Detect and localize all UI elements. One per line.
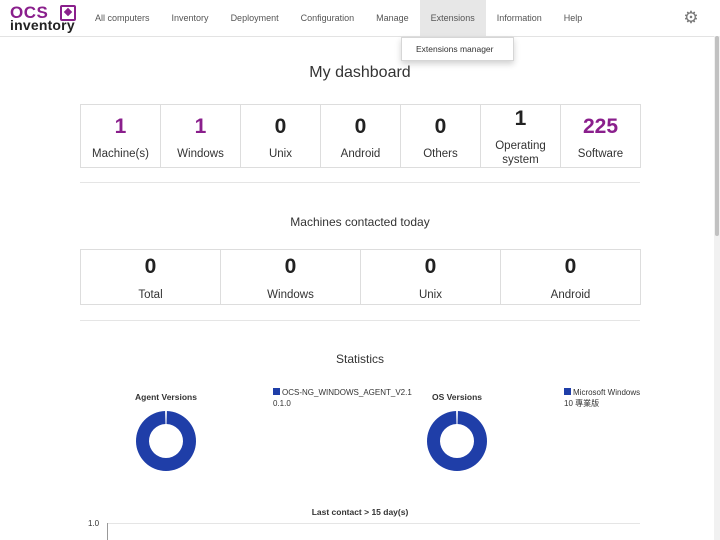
dashboard-tiles: 1 Machine(s) 1 Windows 0 Unix 0 Android … bbox=[80, 104, 641, 168]
tile-value: 0 bbox=[144, 255, 157, 278]
tile-value: 225 bbox=[582, 115, 619, 138]
os-versions-legend[interactable]: Microsoft Windows 10 專業版 bbox=[564, 387, 644, 409]
tile-label: Others bbox=[423, 148, 458, 160]
tile-total: 0 Total bbox=[81, 250, 221, 305]
tile-value: 0 bbox=[274, 115, 287, 138]
logo-text-ocs: OCS bbox=[10, 3, 49, 22]
statistics-title: Statistics bbox=[335, 352, 384, 366]
logo-box-icon bbox=[60, 5, 76, 21]
tile-value: 0 bbox=[424, 255, 437, 278]
tile-others: 0 Others bbox=[401, 105, 481, 168]
tile-value: 0 bbox=[564, 255, 577, 278]
nav-configuration[interactable]: Configuration bbox=[300, 13, 355, 23]
legend-label: Microsoft Windows 10 專業版 bbox=[564, 388, 641, 408]
nav-manage[interactable]: Manage bbox=[376, 13, 409, 23]
nav-deployment[interactable]: Deployment bbox=[230, 13, 279, 23]
tile-value: 1 bbox=[514, 107, 527, 130]
y-axis-line bbox=[107, 523, 108, 540]
tile-value: 1 bbox=[114, 115, 127, 138]
contacted-tiles: 0 Total 0 Windows 0 Unix 0 Android bbox=[80, 249, 641, 305]
tile-label: Machine(s) bbox=[92, 148, 149, 160]
dashboard-title: My dashboard bbox=[309, 64, 411, 81]
section-divider bbox=[80, 182, 640, 183]
tile-unix: 0 Unix bbox=[241, 105, 321, 168]
tile-value: 1 bbox=[194, 115, 207, 138]
agent-versions-legend[interactable]: OCS-NG_WINDOWS_AGENT_V2.10.1.0 bbox=[273, 387, 413, 409]
tile-value: 0 bbox=[284, 255, 297, 278]
donut-slice[interactable] bbox=[135, 411, 197, 471]
extensions-dropdown: Extensions manager bbox=[401, 37, 514, 61]
nav-information[interactable]: Information bbox=[496, 13, 542, 23]
tile-label: Android bbox=[550, 289, 591, 301]
section-divider bbox=[80, 320, 640, 321]
tile-contacted-windows: 0 Windows bbox=[221, 250, 361, 305]
page-scrollbar[interactable] bbox=[714, 36, 720, 540]
tile-label: Android bbox=[340, 148, 381, 160]
last-contact-chart-title: Last contact > 15 day(s) bbox=[311, 507, 409, 517]
contacted-title: Machines contacted today bbox=[290, 215, 430, 229]
nav-help[interactable]: Help bbox=[563, 13, 583, 23]
nav-all-computers[interactable]: All computers bbox=[95, 13, 150, 23]
tile-label: Total bbox=[138, 289, 163, 301]
scrollbar-thumb[interactable] bbox=[715, 36, 719, 236]
legend-swatch bbox=[273, 388, 280, 395]
donut-slice[interactable] bbox=[426, 411, 488, 471]
tile-label: Windows bbox=[177, 148, 224, 160]
gear-icon[interactable]: ⚙ bbox=[683, 8, 699, 27]
tile-software[interactable]: 225 Software bbox=[561, 105, 641, 168]
legend-swatch bbox=[564, 388, 571, 395]
y-axis-tick-label: 1.0 bbox=[88, 519, 100, 528]
logo-text-inventory: inventory bbox=[10, 17, 75, 33]
tile-label: Windows bbox=[267, 289, 314, 301]
tile-label: Software bbox=[577, 148, 624, 160]
chart-gridline bbox=[107, 523, 640, 524]
tile-machines[interactable]: 1 Machine(s) bbox=[81, 105, 161, 168]
tile-contacted-android: 0 Android bbox=[501, 250, 641, 305]
tile-label: Operating system bbox=[495, 140, 546, 166]
tile-android: 0 Android bbox=[321, 105, 401, 168]
tile-operating-system: 1 Operating system bbox=[481, 105, 561, 168]
tile-windows[interactable]: 1 Windows bbox=[161, 105, 241, 168]
nav-extensions[interactable]: Extensions bbox=[419, 0, 486, 36]
tile-value: 0 bbox=[354, 115, 367, 138]
ocs-inventory-logo[interactable]: OCS inventory bbox=[8, 3, 78, 33]
nav-menu: All computers Inventory Deployment Confi… bbox=[84, 0, 593, 36]
top-navbar: OCS inventory All computers Inventory De… bbox=[0, 0, 720, 37]
tile-label: Unix bbox=[268, 148, 292, 160]
tile-value: 0 bbox=[434, 115, 447, 138]
dropdown-item-extensions-manager[interactable]: Extensions manager bbox=[416, 44, 494, 54]
legend-label: OCS-NG_WINDOWS_AGENT_V2.10.1.0 bbox=[273, 388, 412, 408]
tile-label: Unix bbox=[418, 289, 442, 301]
nav-inventory[interactable]: Inventory bbox=[171, 13, 209, 23]
os-versions-donut[interactable] bbox=[425, 409, 489, 473]
os-versions-title: OS Versions bbox=[431, 392, 483, 402]
agent-versions-donut[interactable] bbox=[134, 409, 198, 473]
tile-contacted-unix: 0 Unix bbox=[361, 250, 501, 305]
agent-versions-title: Agent Versions bbox=[135, 392, 197, 402]
